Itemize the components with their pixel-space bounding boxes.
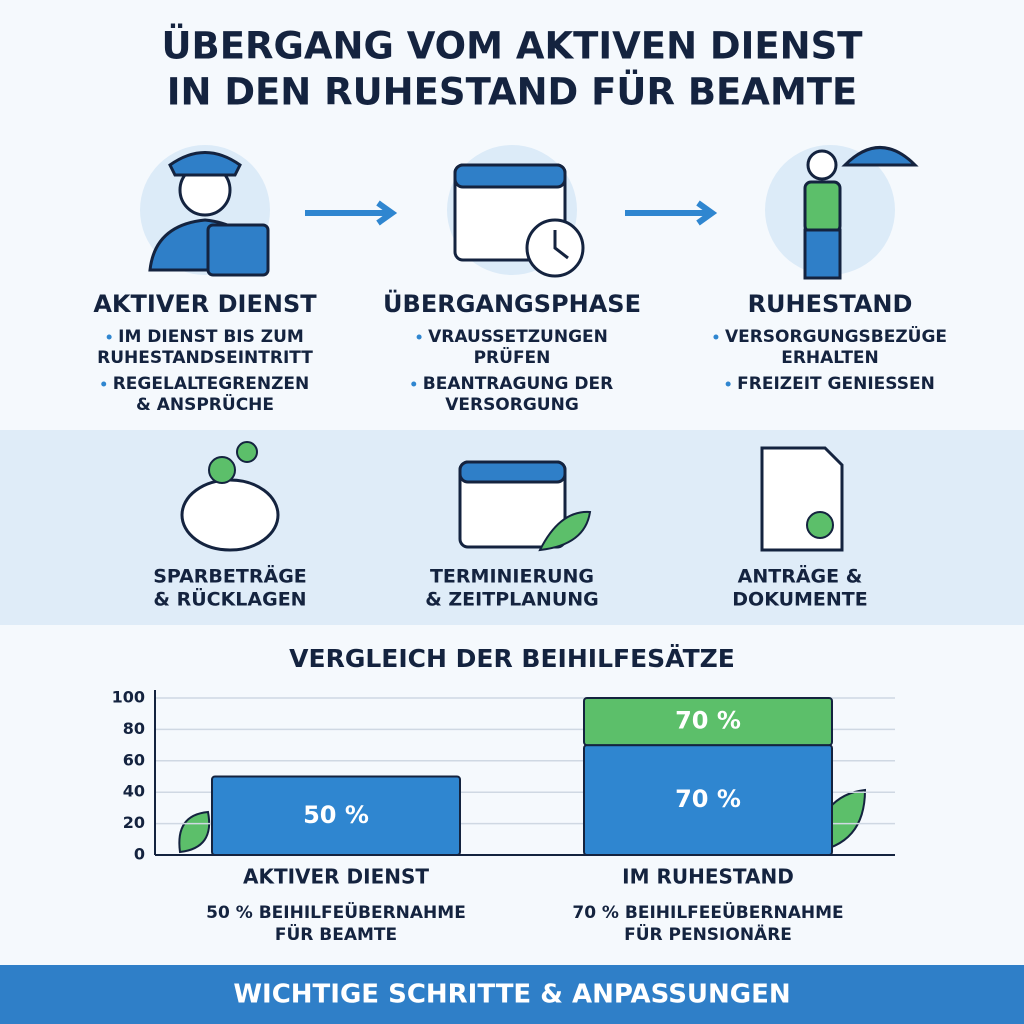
bullet-dot bbox=[101, 381, 107, 387]
bullet-dot bbox=[416, 334, 422, 340]
step-bullet: VERSORGUNGSBEZÜGE bbox=[725, 325, 947, 347]
chart-title: VERGLEICH DER BEIHILFESÄTZE bbox=[289, 643, 735, 673]
step-bullet: BEANTRAGUNG DER bbox=[423, 374, 613, 394]
step-title: AKTIVER DIENST bbox=[93, 290, 317, 318]
y-tick-label: 40 bbox=[123, 782, 145, 801]
bullet-dot bbox=[411, 381, 417, 387]
y-tick-label: 100 bbox=[112, 688, 145, 707]
y-tick-label: 80 bbox=[123, 719, 145, 738]
bar-caption: FÜR PENSIONÄRE bbox=[624, 923, 792, 945]
footer-text: WICHTIGE SCHRITTE & ANPASSUNGEN bbox=[233, 980, 790, 1010]
bullet-dot bbox=[713, 334, 719, 340]
bar-segment bbox=[583, 697, 833, 747]
step-bullet: FREIZEIT GENIESSEN bbox=[737, 374, 935, 394]
step-bullet: IM DIENST BIS ZUM bbox=[118, 327, 304, 347]
topic-label: ANTRÄGE & bbox=[738, 564, 863, 588]
value-label: 50 % bbox=[303, 801, 369, 829]
y-tick-label: 20 bbox=[123, 813, 145, 832]
y-tick-label: 0 bbox=[134, 845, 145, 864]
bullet-dot bbox=[106, 334, 112, 340]
step-title: ÜBERGANGSPHASE bbox=[383, 288, 641, 318]
bar-caption: 50 % BEIHILFEÜBERNAHME bbox=[206, 901, 466, 923]
bar-caption: 70 % BEIHILFEEÜBERNAHME bbox=[572, 901, 843, 923]
step-bullet: REGELALTEGRENZEN bbox=[113, 374, 310, 394]
step-bullet: RUHESTANDSEINTRITT bbox=[97, 348, 313, 368]
annotation: 70 % bbox=[675, 707, 741, 735]
step-bullet: VRAUSSETZUNGEN bbox=[428, 327, 608, 347]
topic-label: TERMINIERUNG bbox=[430, 566, 594, 588]
step-bullet: PRÜFEN bbox=[474, 346, 551, 368]
y-tick-label: 60 bbox=[123, 750, 145, 769]
footer-band bbox=[0, 965, 1024, 1024]
value-label: 70 % bbox=[675, 785, 741, 813]
topic-label: SPARBETRÄGE bbox=[153, 564, 307, 588]
icons bbox=[140, 145, 919, 854]
topic-label: & RÜCKLAGEN bbox=[153, 587, 306, 611]
x-tick-label: AKTIVER DIENST bbox=[243, 865, 429, 889]
x-tick-label: IM RUHESTAND bbox=[622, 865, 794, 889]
step-bullet: VERSORGUNG bbox=[445, 395, 579, 415]
bar-segment bbox=[211, 775, 461, 856]
step-title: RUHESTAND bbox=[748, 290, 913, 318]
topic-label: & ZEITPLANUNG bbox=[425, 589, 599, 611]
bar-caption: FÜR BEAMTE bbox=[275, 923, 397, 945]
title: ÜBERGANG VOM AKTIVEN DIENST bbox=[161, 24, 863, 68]
step-bullet: & ANSPRÜCHE bbox=[136, 393, 274, 415]
bullet-dot bbox=[725, 381, 731, 387]
topic-label: DOKUMENTE bbox=[732, 589, 867, 611]
title: IN DEN RUHESTAND FÜR BEAMTE bbox=[167, 70, 858, 114]
step-bullet: ERHALTEN bbox=[781, 348, 879, 368]
